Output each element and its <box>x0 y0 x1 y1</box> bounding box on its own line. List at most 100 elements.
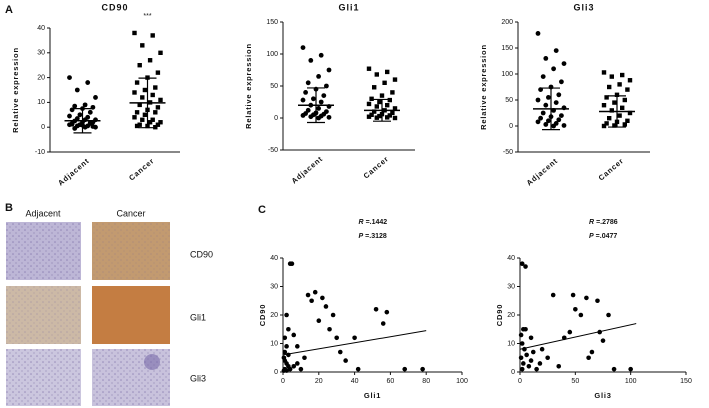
data-point <box>567 329 573 335</box>
x-tick-label: Cancer <box>597 156 626 182</box>
data-point <box>374 72 379 77</box>
x-tick-label: 60 <box>387 378 395 385</box>
data-point <box>543 102 549 108</box>
x-axis-label: Gli1 <box>364 391 381 400</box>
data-point <box>374 115 379 120</box>
data-point <box>158 50 163 55</box>
data-point <box>316 106 321 111</box>
data-point <box>142 112 148 117</box>
data-point <box>286 326 291 332</box>
stat-symbol: P <box>589 233 594 240</box>
data-point <box>559 79 564 85</box>
data-point <box>77 112 83 118</box>
data-point <box>308 114 314 120</box>
data-point <box>530 349 536 355</box>
data-point <box>366 101 372 107</box>
data-point <box>519 261 525 267</box>
x-tick-label: Cancer <box>362 154 391 180</box>
y-tick-label: 40 <box>507 255 515 262</box>
stat-annotation: P =.0477 <box>589 233 617 240</box>
trend-line <box>282 330 427 356</box>
data-point <box>324 83 329 89</box>
data-point <box>385 115 390 120</box>
data-point <box>519 341 525 346</box>
data-point <box>384 309 390 315</box>
data-point <box>612 123 617 128</box>
data-point <box>326 114 332 120</box>
data-point <box>298 366 304 372</box>
data-point <box>607 84 612 90</box>
data-point <box>372 109 377 114</box>
data-point <box>150 33 155 38</box>
y-tick-label: 100 <box>501 71 513 78</box>
data-point <box>570 292 576 298</box>
data-point <box>607 116 612 121</box>
y-tick-label: -50 <box>268 147 278 154</box>
data-point <box>373 307 379 312</box>
data-point <box>545 355 550 361</box>
data-point <box>291 364 297 369</box>
data-point <box>628 366 633 372</box>
x-tick-label: Cancer <box>127 156 156 182</box>
data-point <box>132 30 137 36</box>
data-point <box>617 82 622 87</box>
stat-annotation: P =.3128 <box>359 233 387 240</box>
data-point <box>82 102 88 108</box>
data-point <box>140 117 145 122</box>
data-point <box>609 74 614 79</box>
data-point <box>137 122 142 127</box>
data-point <box>604 121 609 126</box>
error-bar <box>307 87 325 124</box>
significance: *** <box>143 13 151 20</box>
y-tick-label: 150 <box>501 45 513 52</box>
data-point <box>93 95 98 100</box>
y-axis-label: CD90 <box>495 304 504 326</box>
stat-value: =.2786 <box>596 219 618 226</box>
data-point <box>402 366 408 372</box>
data-point <box>382 80 387 85</box>
data-point <box>377 113 382 119</box>
chart-title: Gli1 <box>338 2 359 12</box>
data-point <box>316 74 321 79</box>
data-point <box>327 326 332 332</box>
data-point <box>284 368 289 373</box>
data-point <box>134 80 140 85</box>
data-point <box>284 344 289 349</box>
panel-label: C <box>258 204 266 216</box>
x-tick-label: Adjacent <box>525 156 560 187</box>
y-tick-label: 0 <box>511 369 515 376</box>
data-point <box>584 295 589 301</box>
data-point <box>282 335 288 341</box>
data-point <box>352 335 357 341</box>
column-label: Cancer <box>116 208 145 218</box>
data-point <box>153 85 158 90</box>
trend-line <box>519 323 637 350</box>
data-point <box>551 123 556 129</box>
stat-value: =.3128 <box>365 233 387 240</box>
data-point <box>627 78 633 83</box>
x-tick-label: 150 <box>680 378 692 385</box>
y-tick-label: 50 <box>270 83 278 90</box>
data-point <box>140 95 145 100</box>
data-point <box>600 338 606 343</box>
data-point <box>282 349 288 355</box>
y-tick-label: 20 <box>507 312 515 319</box>
data-point <box>67 75 72 80</box>
data-point <box>155 122 161 127</box>
data-point <box>369 112 374 117</box>
data-point <box>323 304 329 309</box>
data-point <box>295 344 300 349</box>
data-point <box>147 120 153 125</box>
data-point <box>521 361 526 366</box>
stat-value: =.0477 <box>596 233 618 240</box>
data-point <box>321 93 327 98</box>
data-point <box>601 70 607 75</box>
data-point <box>305 80 311 86</box>
error-bar <box>373 98 391 122</box>
histology-images <box>6 222 170 406</box>
data-point <box>337 349 343 355</box>
x-tick-label: 0 <box>281 378 285 385</box>
data-point <box>543 56 549 61</box>
data-point <box>535 119 541 125</box>
x-tick-label: Adjacent <box>56 156 91 187</box>
